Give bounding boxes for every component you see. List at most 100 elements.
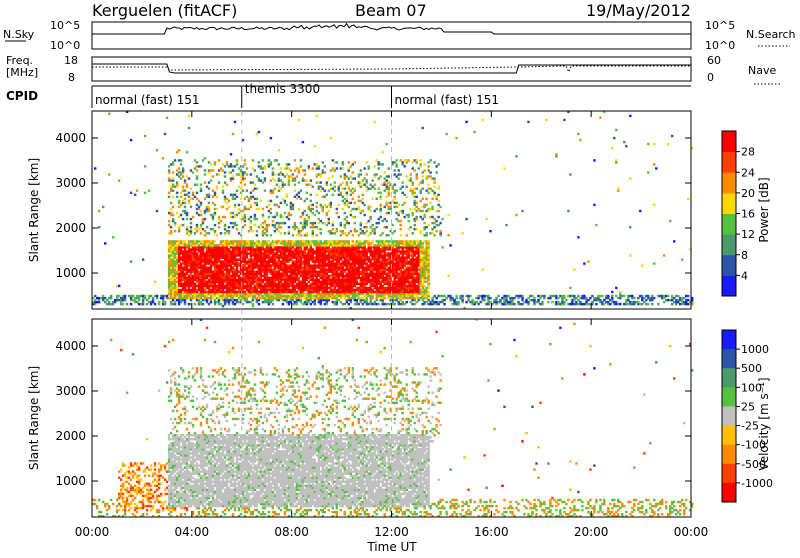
power-cell (214, 224, 216, 226)
power-cell (186, 151, 188, 153)
power-cell (362, 198, 364, 200)
power-cell (384, 171, 386, 173)
power-cell (216, 234, 218, 236)
power-cell (256, 234, 258, 236)
power-cell (400, 173, 402, 175)
power-cell (372, 240, 374, 242)
power-cell (224, 171, 226, 173)
power-cell (332, 222, 334, 224)
power-cell (186, 175, 188, 177)
power-cell (224, 175, 226, 177)
power-cell (348, 222, 350, 224)
power-cell (318, 165, 320, 167)
power-cell (250, 192, 252, 194)
power-cell (294, 222, 296, 224)
power-cell (214, 230, 216, 232)
power-cell (94, 167, 96, 169)
power-cell (262, 214, 264, 216)
power-cell (314, 145, 316, 147)
power-cell (318, 167, 320, 169)
nave-tick-high: 60 (707, 54, 721, 67)
power-cell (200, 210, 202, 212)
power-cell (294, 177, 296, 179)
power-cell (258, 208, 260, 210)
power-cell (170, 226, 172, 228)
power-cell (174, 159, 176, 161)
power-cell (386, 143, 388, 145)
power-cell (312, 167, 314, 169)
power-cell (300, 198, 302, 200)
power-cell (184, 190, 186, 192)
power-cell (352, 171, 354, 173)
power-cell (222, 190, 224, 192)
power-cell (172, 206, 174, 208)
power-cell (354, 177, 356, 179)
power-cell (200, 165, 202, 167)
power-cell (246, 167, 248, 169)
power-cell (194, 232, 196, 234)
power-cell (180, 214, 182, 216)
power-cell (316, 206, 318, 208)
power-cell (212, 218, 214, 220)
power-cell (304, 226, 306, 228)
power-cell (292, 173, 294, 175)
power-cell (348, 232, 350, 234)
power-cell (214, 192, 216, 194)
power-cell (280, 167, 282, 169)
power-cell (374, 232, 376, 234)
power-cell (236, 159, 238, 161)
power-cell (246, 190, 248, 192)
power-cell (222, 192, 224, 194)
power-cell (416, 218, 418, 220)
power-cell (427, 165, 429, 167)
power-cell (202, 303, 204, 305)
power-cell (336, 208, 338, 210)
power-cell (416, 173, 418, 175)
power-cell (423, 214, 425, 216)
power-cell (190, 222, 192, 224)
power-cell (184, 206, 186, 208)
cpid-label: CPID (6, 89, 38, 103)
power-cell (348, 240, 350, 242)
power-cell (328, 218, 330, 220)
power-cell (304, 200, 306, 202)
power-cell (248, 200, 250, 202)
power-cell (254, 184, 256, 186)
power-cell (364, 167, 366, 169)
power-cell (182, 218, 184, 220)
power-cell (262, 171, 264, 173)
power-cell (396, 159, 398, 161)
power-cell (284, 184, 286, 186)
nsearch-tick-high: 10^5 (705, 19, 735, 32)
power-cell (258, 161, 260, 163)
power-cell (380, 196, 382, 198)
power-cell (108, 173, 110, 175)
power-cell (246, 173, 248, 175)
beam-title: Beam 07 (355, 1, 427, 20)
power-cell (312, 232, 314, 234)
power-cell (176, 212, 178, 214)
power-cell (400, 224, 402, 226)
power-cell (328, 210, 330, 212)
power-cell (412, 212, 414, 214)
power-cell (250, 226, 252, 228)
power-cell (236, 190, 238, 192)
power-cell (346, 181, 348, 183)
power-cell (164, 133, 166, 135)
freq-label-line2: [MHz] (6, 66, 38, 79)
power-cell (425, 226, 427, 228)
power-cell (376, 208, 378, 210)
power-cell (94, 295, 96, 297)
power-cell (326, 184, 328, 186)
power-cell (172, 177, 174, 179)
power-cell (132, 295, 134, 297)
power-cell (108, 113, 110, 115)
power-cell (288, 184, 290, 186)
power-cell (294, 159, 296, 161)
power-cell (314, 214, 316, 216)
power-cell (170, 230, 172, 232)
power-cell (228, 230, 230, 232)
power-cell (228, 200, 230, 202)
power-cell (214, 240, 216, 242)
power-cell (386, 226, 388, 228)
